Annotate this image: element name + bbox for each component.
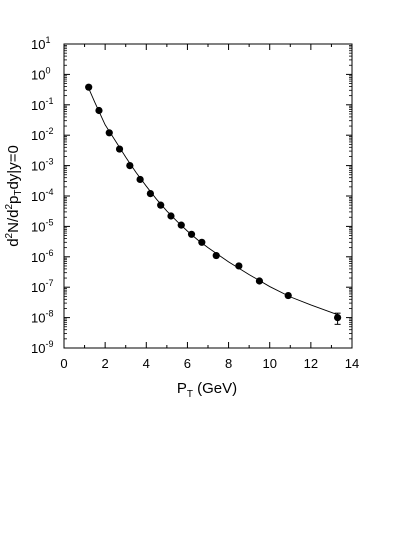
y-tick-label: 10-9 <box>31 339 53 356</box>
y-tick-label: 100 <box>31 65 50 82</box>
data-point <box>115 145 124 153</box>
data-point <box>255 277 264 285</box>
x-tick-label: 0 <box>60 356 67 371</box>
data-point <box>334 314 342 322</box>
y-tick-label: 10-2 <box>31 126 53 143</box>
data-point <box>126 162 134 170</box>
fit-line <box>88 88 338 316</box>
fit-line-group <box>88 88 338 316</box>
data-point <box>167 212 175 220</box>
data-point <box>235 262 243 270</box>
y-axis-label: d2N/d2pTdy|y=0 <box>4 145 24 247</box>
y-tick-label: 10-7 <box>31 278 53 295</box>
y-tick-label: 10-1 <box>31 96 53 113</box>
x-tick-label: 4 <box>143 356 150 371</box>
data-point <box>85 83 93 91</box>
x-axis-label: PT (GeV) <box>177 380 237 400</box>
x-tick-label: 10 <box>262 356 276 371</box>
y-tick-label: 10-4 <box>31 187 53 204</box>
axis-ticks <box>63 43 353 349</box>
y-tick-label: 10-3 <box>31 157 53 174</box>
x-tick-label: 6 <box>184 356 191 371</box>
data-point <box>198 238 206 246</box>
y-tick-label: 101 <box>31 35 50 52</box>
x-tick-labels: 0 2 4 6 8 10 12 14 <box>60 356 359 371</box>
x-tick-label: 12 <box>304 356 318 371</box>
y-tick-label: 10-6 <box>31 248 53 265</box>
data-point <box>212 251 220 260</box>
data-point <box>105 129 113 137</box>
y-tick-label: 10-5 <box>31 217 53 234</box>
data-point <box>146 189 154 198</box>
data-point <box>95 106 103 115</box>
y-tick-labels: 10-9 10-8 10-7 10-6 10-5 10-4 10-3 10-2 10-1 100 1… <box>31 35 53 356</box>
y-tick-label: 10-8 <box>31 309 53 326</box>
data-point <box>284 291 292 300</box>
data-points <box>85 83 342 325</box>
x-tick-label: 14 <box>345 356 359 371</box>
data-point <box>187 230 196 238</box>
data-point <box>157 201 165 209</box>
data-point <box>136 175 144 184</box>
plot-frame <box>63 43 353 349</box>
data-point <box>177 221 185 229</box>
x-tick-label: 8 <box>225 356 232 371</box>
x-tick-label: 2 <box>102 356 109 371</box>
